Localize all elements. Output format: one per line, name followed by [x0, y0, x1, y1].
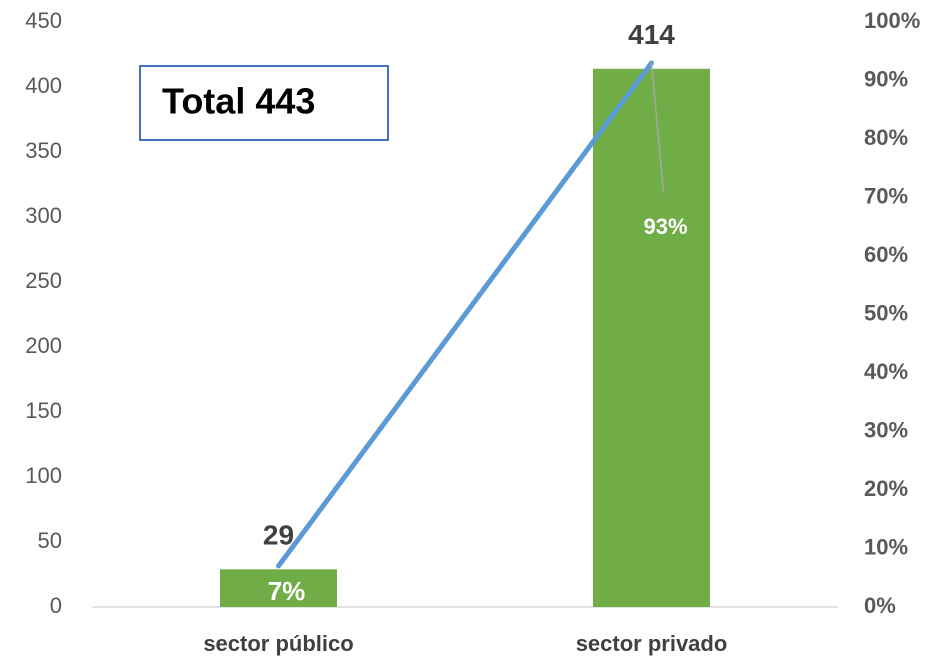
annotation-box — [139, 65, 389, 141]
y2-tick-label: 50% — [864, 300, 908, 325]
y2-tick-label: 40% — [864, 359, 908, 384]
y2-tick-label: 30% — [864, 417, 908, 442]
y-tick-label: 50 — [38, 528, 62, 553]
bar-value-label: 29 — [263, 520, 294, 551]
y-tick-label: 300 — [25, 203, 62, 228]
y-tick-label: 450 — [25, 8, 62, 33]
y-tick-label: 150 — [25, 398, 62, 423]
y-tick-label: 200 — [25, 333, 62, 358]
x-tick-label: sector privado — [576, 631, 728, 656]
y-tick-label: 250 — [25, 268, 62, 293]
x-tick-label: sector público — [203, 631, 353, 656]
y2-tick-label: 10% — [864, 534, 908, 559]
y2-tick-label: 0% — [864, 593, 896, 618]
annotation: Total 443 — [162, 81, 315, 122]
y-tick-label: 400 — [25, 73, 62, 98]
bar — [593, 68, 710, 608]
line — [276, 60, 654, 569]
bar — [220, 569, 337, 607]
y-tick-label: 350 — [25, 138, 62, 163]
bar-value-label: 414 — [628, 19, 675, 50]
y2-tick-label: 20% — [864, 476, 908, 501]
y2-tick-label: 70% — [864, 183, 908, 208]
line-value-label: 7% — [268, 576, 306, 606]
y2-tick-label: 60% — [864, 242, 908, 267]
y-tick-label: 0 — [50, 593, 62, 618]
line-value-label: 93% — [643, 214, 687, 239]
leader-line — [650, 62, 665, 194]
y-tick-label: 100 — [25, 463, 62, 488]
y2-tick-label: 100% — [864, 8, 920, 33]
y2-tick-label: 90% — [864, 66, 908, 91]
y2-tick-label: 80% — [864, 125, 908, 150]
